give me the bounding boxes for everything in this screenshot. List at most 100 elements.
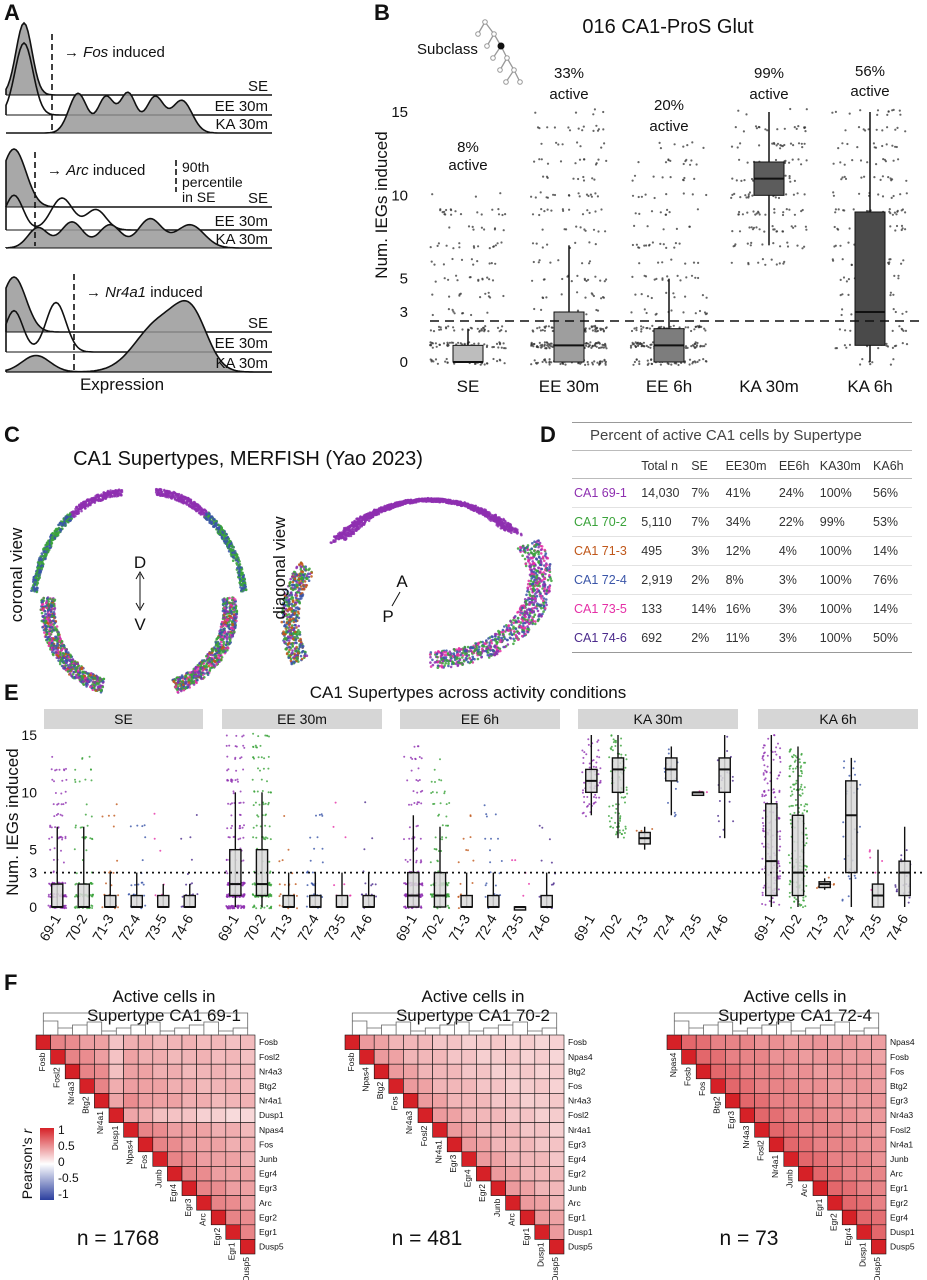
- jitter-point: [871, 361, 874, 364]
- jitter-point: [785, 208, 788, 211]
- cell-point: [344, 529, 347, 533]
- jitter-point: [761, 243, 764, 246]
- ridge-fill: [6, 218, 272, 248]
- jitter-point: [434, 358, 438, 361]
- jitter-point: [883, 158, 887, 161]
- jitter-point: [545, 296, 548, 299]
- jitter-point: [498, 330, 501, 333]
- cell-point: [117, 494, 120, 498]
- cell-point: [193, 671, 197, 674]
- jitter-point: [666, 208, 669, 211]
- jitter-point: [773, 208, 776, 211]
- cell-point: [94, 689, 98, 692]
- jitter-point: [738, 210, 741, 214]
- cell-point: [344, 527, 348, 530]
- cell-point: [226, 624, 230, 628]
- jitter-point: [629, 346, 633, 349]
- ridge-condition-label: SE: [248, 78, 268, 95]
- cell-point: [238, 577, 242, 581]
- jitter-point: [582, 175, 585, 179]
- cell-point: [48, 628, 51, 631]
- cell-point: [240, 568, 243, 571]
- cell-point: [78, 507, 82, 511]
- cell-point: [68, 666, 71, 670]
- cell-point: [192, 500, 196, 504]
- jitter-point: [761, 258, 765, 261]
- jitter-point: [694, 312, 697, 315]
- jitter-point: [895, 145, 898, 149]
- jitter-point: [686, 346, 689, 349]
- jitter-point: [655, 277, 658, 280]
- jitter-point: [599, 279, 602, 282]
- cell-point: [84, 683, 88, 686]
- cell-point: [48, 546, 52, 550]
- jitter-point: [664, 213, 668, 216]
- cell-point: [228, 640, 232, 643]
- jitter-point: [457, 341, 460, 344]
- ridge-condition-label: EE 30m: [215, 335, 268, 352]
- jitter-point: [485, 345, 488, 349]
- cell-point: [45, 617, 49, 621]
- jitter-point: [594, 326, 597, 329]
- cell-point: [182, 500, 185, 504]
- jitter-point: [881, 129, 884, 132]
- jitter-point: [783, 127, 786, 130]
- jitter-point: [899, 113, 902, 116]
- jitter-point: [483, 228, 486, 231]
- cell-point: [48, 597, 52, 601]
- jitter-point: [801, 247, 804, 250]
- cell-point: [157, 491, 160, 494]
- jitter-point: [592, 294, 596, 298]
- cell-point: [58, 662, 62, 666]
- cell-point: [159, 494, 162, 497]
- jitter-point: [897, 158, 900, 161]
- cell-point: [177, 678, 180, 681]
- cell-point: [74, 511, 78, 515]
- jitter-point: [796, 244, 799, 247]
- cell-point: [87, 675, 90, 678]
- jitter-point: [496, 360, 499, 363]
- jitter-point: [532, 330, 535, 333]
- jitter-point: [682, 311, 685, 314]
- ridge-condition-label: KA 30m: [215, 355, 268, 372]
- jitter-point: [693, 177, 696, 180]
- jitter-point: [447, 344, 450, 347]
- jitter-point: [838, 328, 842, 331]
- cell-point: [226, 642, 229, 645]
- jitter-point: [677, 363, 680, 367]
- cell-point: [178, 498, 182, 501]
- jitter-point: [885, 342, 888, 345]
- jitter-point: [447, 325, 450, 328]
- jitter-point: [601, 296, 605, 299]
- jitter-point: [500, 241, 503, 244]
- jitter-point: [590, 346, 593, 349]
- jitter-point: [446, 341, 449, 344]
- jitter-point: [775, 230, 779, 233]
- cell-point: [78, 671, 82, 675]
- cell-point: [43, 616, 47, 620]
- jitter-point: [773, 211, 776, 214]
- jitter-point: [547, 343, 550, 346]
- arrow-glyph: →: [86, 284, 105, 301]
- jitter-point: [702, 358, 705, 361]
- jitter-point: [540, 142, 543, 145]
- jitter-point: [703, 345, 706, 348]
- jitter-point: [486, 311, 489, 314]
- jitter-point: [553, 126, 557, 129]
- jitter-point: [634, 293, 637, 296]
- jitter-point: [595, 124, 598, 127]
- cell-point: [81, 504, 84, 508]
- jitter-point: [690, 274, 694, 277]
- jitter-point: [841, 293, 844, 296]
- jitter-point: [635, 342, 639, 345]
- jitter-point: [603, 358, 606, 361]
- jitter-point: [649, 346, 652, 349]
- jitter-point: [489, 296, 492, 299]
- jitter-point: [602, 128, 605, 131]
- jitter-point: [682, 145, 685, 148]
- jitter-point: [804, 225, 808, 228]
- jitter-point: [669, 325, 672, 328]
- jitter-point: [887, 176, 890, 179]
- jitter-point: [630, 311, 633, 314]
- jitter-point: [588, 241, 591, 244]
